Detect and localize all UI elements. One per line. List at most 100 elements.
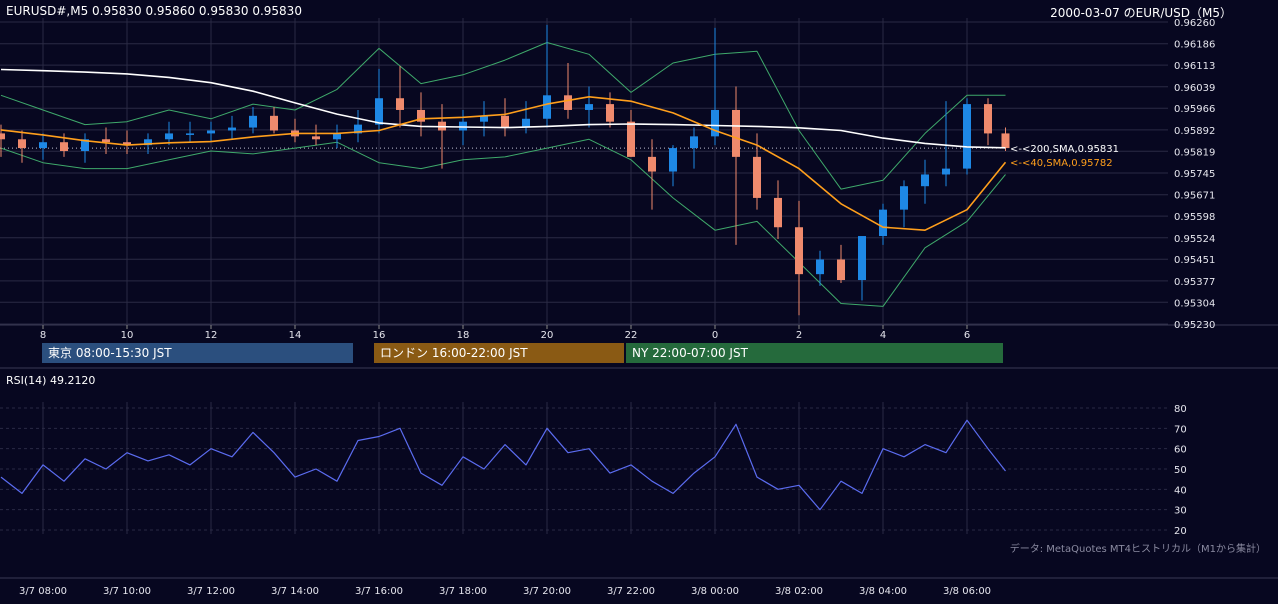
candle-body [606,104,614,122]
date-tick-label: 3/7 12:00 [187,586,235,597]
session-ny: NY 22:00-07:00 JST [626,343,1003,363]
price-tick-label: 0.95671 [1174,191,1215,202]
candle-body [921,174,929,187]
price-tick-label: 0.96186 [1174,40,1215,51]
rsi-tick-label: 50 [1174,465,1187,476]
date-tick-label: 3/8 06:00 [943,586,991,597]
rsi-line [0,419,1006,511]
candle-body [627,121,635,157]
rsi-axis: 80 70 60 50 40 30 20 [1174,404,1187,537]
candle-body [816,259,824,275]
chart-title: 2000-03-07 のEUR/USD（M5） [1050,6,1232,20]
candle-body [501,115,509,128]
sma200-label: <-<200,SMA,0.95831 [1010,144,1119,155]
date-tick-label: 3/8 04:00 [859,586,907,597]
date-tick-label: 3/7 16:00 [355,586,403,597]
price-tick-label: 0.96113 [1174,61,1215,72]
candle-body [522,118,530,128]
hour-tick-label: 10 [121,330,134,341]
moving-averages: <-<200,SMA,0.95831 <-<40,SMA,0.95782 [0,68,1119,231]
candle-body [795,227,803,275]
bollinger-bands [0,42,1006,307]
candle-body [186,133,194,135]
rsi-line-group [0,419,1006,511]
sma40-label: <-<40,SMA,0.95782 [1010,158,1113,169]
price-axis: 0.96260 0.96186 0.96113 0.96039 0.95966 0.958… [1174,18,1215,331]
candle-body [123,142,131,146]
date-tick-label: 3/7 20:00 [523,586,571,597]
candle-body [858,236,866,281]
hour-tick-label: 18 [457,330,470,341]
candle-body [480,115,488,122]
symbol-ohlc-label: EURUSD#,M5 0.95830 0.95860 0.95830 0.958… [6,4,302,18]
candle-body [0,133,5,140]
rsi-tick-label: 80 [1174,404,1187,415]
hour-tick-label: 14 [289,330,302,341]
hour-tick-label: 6 [964,330,970,341]
candle-body [690,136,698,149]
candle-body [648,156,656,172]
candle-body [312,136,320,140]
rsi-tick-label: 30 [1174,506,1187,517]
bollinger-upper-line [0,42,1006,190]
candles [0,24,1010,316]
price-tick-label: 0.96039 [1174,83,1215,94]
price-tick-label: 0.95892 [1174,126,1215,137]
rsi-tick-label: 60 [1174,445,1187,456]
candle-body [963,104,971,169]
hour-tick-label: 4 [880,330,886,341]
hour-tick-label: 20 [541,330,554,341]
candle-body [60,142,68,152]
candle-body [39,142,47,149]
hour-tick-label: 2 [796,330,802,341]
candle-body [270,115,278,131]
price-tick-label: 0.95524 [1174,234,1215,245]
candle-body [228,127,236,131]
rsi-tick-label: 20 [1174,526,1187,537]
candle-body [18,139,26,149]
candle-body [564,95,572,110]
hour-tick-label: 22 [625,330,638,341]
rsi-tick-label: 40 [1174,485,1187,496]
price-tick-label: 0.95451 [1174,255,1215,266]
candle-body [354,124,362,134]
candle-body [942,168,950,175]
price-tick-label: 0.95598 [1174,212,1215,223]
session-london: ロンドン 16:00-22:00 JST [374,343,624,363]
candle-body [417,109,425,122]
hour-tick-label: 8 [40,330,46,341]
candle-body [144,139,152,146]
candle-body [333,133,341,140]
candle-body [585,104,593,110]
date-tick-label: 3/7 10:00 [103,586,151,597]
hour-tick-label: 0 [712,330,718,341]
candle-body [81,139,89,152]
candle-body [1001,133,1010,149]
rsi-grid [0,402,1168,534]
hour-axis: 8 10 12 14 16 18 20 22 0 2 4 6 [0,325,1278,369]
price-tick-label: 0.95230 [1174,320,1215,331]
candle-body [249,115,257,128]
main-grid [0,18,1278,326]
candle-body [753,156,761,198]
sma200-line [0,68,1006,149]
date-tick-label: 3/7 22:00 [607,586,655,597]
rsi-tick-label: 70 [1174,424,1187,435]
candle-body [879,209,887,237]
candle-body [900,186,908,210]
candle-body [102,139,110,143]
price-tick-label: 0.96260 [1174,18,1215,29]
candle-body [837,259,845,281]
candle-body [396,98,404,110]
candle-body [711,109,719,137]
candle-body [543,95,551,119]
candle-body [774,197,782,228]
hour-tick-label: 12 [205,330,218,341]
candle-body [165,133,173,140]
session-tokyo: 東京 08:00-15:30 JST [42,343,353,363]
date-tick-label: 3/8 02:00 [775,586,823,597]
candle-body [984,104,992,134]
